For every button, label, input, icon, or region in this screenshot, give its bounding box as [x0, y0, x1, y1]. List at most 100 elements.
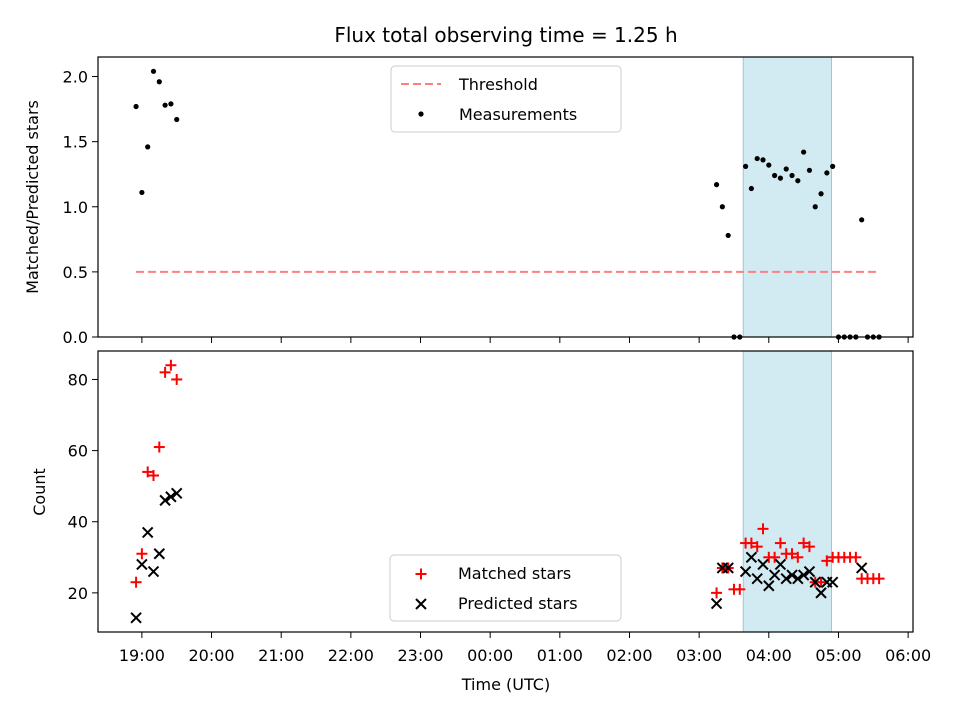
matched-star-point — [171, 373, 183, 385]
predicted-star-point — [141, 526, 154, 539]
measurement-point — [742, 163, 749, 169]
legend-measurements-label: Measurements — [459, 105, 577, 124]
predicted-star-point — [745, 551, 758, 564]
top-axes-frame — [97, 56, 914, 338]
x-stroke-b — [165, 491, 177, 503]
matched-star-point — [751, 541, 763, 553]
measurement-point — [812, 204, 818, 210]
matched-star-point — [165, 359, 177, 371]
top-y-tick-label: 2.0 — [63, 68, 88, 87]
x-tick-label: 00:00 — [467, 646, 513, 665]
predicted-star-point — [809, 576, 821, 588]
legend-box — [389, 554, 622, 622]
measurement-point — [859, 217, 865, 223]
predicted-star-point — [165, 491, 177, 503]
bottom-axes-frame — [97, 350, 914, 633]
top-panel: 0.0 0.5 1.0 1.5 2.0 Threshold Measurements — [63, 56, 914, 347]
legend-predicted-swatch-b — [415, 598, 427, 610]
bottom-y-tick-label: 60 — [68, 442, 88, 461]
measurement-point — [139, 189, 145, 196]
predicted-star-point — [792, 572, 804, 585]
predicted-star-point — [815, 587, 827, 599]
bottom-y-tick-label: 20 — [68, 584, 88, 603]
x-stroke-b — [751, 572, 763, 585]
bottom-y-axis-label: Count — [30, 468, 49, 516]
predicted-star-point — [710, 597, 723, 610]
chart-title: Flux total observing time = 1.25 h — [334, 23, 677, 47]
predicted-star-point — [147, 565, 160, 578]
matched-star-point — [734, 583, 746, 595]
bottom-highlight-span — [742, 350, 832, 633]
matched-star-point — [850, 551, 862, 563]
measurement-point — [754, 155, 760, 162]
bottom-y-tick-label: 40 — [68, 513, 88, 532]
legend-matched-label: Matched stars — [458, 564, 571, 583]
predicted-star-point — [757, 558, 769, 571]
measurement-point — [162, 102, 168, 108]
matched-star-point — [757, 523, 769, 535]
x-stroke-b — [739, 565, 752, 578]
predicted-star-point — [803, 565, 816, 578]
predicted-star-point — [786, 569, 798, 581]
predicted-star-point — [153, 548, 166, 560]
measurement-point — [783, 166, 789, 172]
x-stroke-b — [745, 551, 758, 564]
predicted-star-point — [768, 569, 781, 581]
measurement-point — [824, 170, 830, 176]
measurement-point — [150, 68, 157, 74]
predicted-star-point — [722, 562, 734, 574]
x-stroke-b — [815, 587, 827, 599]
predicted-star-point — [855, 562, 868, 574]
matched-star-point — [786, 548, 798, 560]
predicted-star-point — [171, 487, 183, 499]
x-tick-label: 22:00 — [328, 646, 374, 665]
matched-star-point — [130, 576, 142, 588]
matched-star-point — [815, 576, 827, 588]
predicted-star-point — [739, 565, 752, 578]
x-stroke-b — [141, 526, 154, 539]
x-stroke-b — [757, 558, 769, 571]
matched-star-point — [142, 466, 154, 478]
top-highlight-span — [742, 56, 832, 338]
top-y-tick-label: 0.5 — [63, 263, 88, 282]
measurement-point — [713, 182, 720, 188]
x-tick-label: 05:00 — [815, 646, 861, 665]
predicted-star-point — [826, 576, 839, 588]
matched-star-point — [798, 537, 810, 549]
top-series-dot — [133, 68, 882, 340]
legend-box — [390, 65, 622, 133]
predicted-star-point — [136, 558, 148, 571]
legend-predicted-label: Predicted stars — [458, 594, 578, 613]
x-tick-label: 02:00 — [606, 646, 652, 665]
bottom-series-plus — [130, 359, 885, 599]
measurement-point — [830, 163, 836, 169]
x-stroke-b — [722, 562, 734, 574]
x-stroke-b — [826, 576, 839, 588]
x-stroke-b — [786, 569, 798, 581]
top-legend: Threshold Measurements — [390, 65, 622, 133]
measurement-point — [725, 232, 731, 239]
measurement-point — [145, 144, 151, 150]
measurement-point — [174, 116, 180, 123]
measurement-point — [133, 103, 139, 110]
measurement-point — [760, 157, 766, 163]
x-tick-label: 23:00 — [397, 646, 443, 665]
bottom-panel: 20 40 60 80 19:00 20:00 21:00 22:00 23:00 00:00 01… — [68, 350, 931, 665]
measurement-point — [795, 178, 801, 184]
predicted-star-point — [751, 572, 763, 585]
top-y-tick-label: 1.5 — [63, 133, 88, 152]
top-y-axis-label: Matched/Predicted stars — [23, 100, 42, 294]
matched-star-point — [711, 587, 723, 599]
matched-star-point — [774, 537, 786, 549]
predicted-star-point — [763, 580, 775, 592]
x-tick-label: 04:00 — [746, 646, 792, 665]
legend-measurements-swatch — [418, 111, 424, 117]
predicted-star-point — [159, 494, 171, 507]
x-stroke-b — [774, 558, 787, 571]
x-stroke-b — [855, 562, 868, 574]
bottom-series-x — [130, 487, 868, 624]
x-stroke-b — [130, 612, 142, 624]
matched-star-point — [136, 548, 148, 560]
x-stroke-b — [710, 597, 723, 610]
